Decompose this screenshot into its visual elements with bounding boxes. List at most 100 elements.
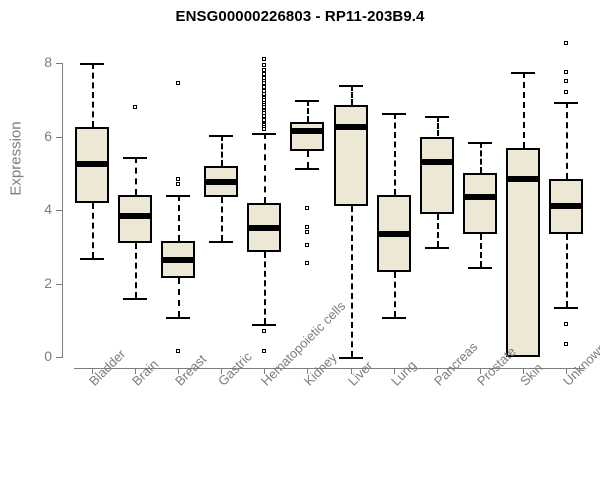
whisker-lower <box>92 202 94 258</box>
outlier-point <box>262 92 267 97</box>
y-axis-tick-label: 2 <box>44 274 52 291</box>
whisker-cap-upper <box>338 85 363 88</box>
median-line <box>549 203 584 210</box>
box-iqr <box>506 147 541 357</box>
median-line <box>74 161 109 168</box>
whisker-cap-lower <box>468 266 493 269</box>
outlier-point <box>175 176 180 181</box>
whisker-upper <box>307 99 309 122</box>
whisker-cap-upper <box>554 101 579 104</box>
median-line <box>247 225 282 232</box>
whisker-cap-upper <box>381 112 406 115</box>
y-axis-tick-label: 6 <box>44 127 52 144</box>
median-line <box>204 179 239 186</box>
median-line <box>463 194 498 201</box>
median-line <box>419 159 454 166</box>
whisker-cap-lower <box>79 257 104 260</box>
outlier-point <box>262 72 267 77</box>
whisker-upper <box>480 142 482 174</box>
x-axis-tick <box>437 368 438 374</box>
whisker-lower <box>221 197 223 242</box>
whisker-cap-upper <box>468 142 493 144</box>
x-axis-tick <box>135 368 136 374</box>
outlier-point <box>175 182 180 187</box>
outlier-point <box>262 127 267 132</box>
box-iqr <box>419 136 454 214</box>
median-line <box>290 127 325 134</box>
outlier-point <box>262 110 267 115</box>
whisker-cap-lower <box>424 246 449 249</box>
outlier-point <box>262 329 267 334</box>
x-axis-tick <box>92 368 93 374</box>
outlier-point <box>175 349 180 354</box>
x-axis-tick <box>351 368 352 374</box>
outlier-point <box>262 57 267 62</box>
outlier-point <box>564 79 569 84</box>
outlier-point <box>262 349 267 354</box>
whisker-cap-upper <box>122 156 147 159</box>
x-axis-tick <box>480 368 481 374</box>
whisker-lower <box>394 272 396 317</box>
whisker-cap-lower <box>209 241 234 244</box>
whisker-lower <box>307 151 309 168</box>
y-axis-tick-label: 4 <box>44 201 52 217</box>
outlier-point <box>564 342 569 347</box>
whisker-cap-lower <box>295 167 320 170</box>
outlier-point <box>564 321 569 326</box>
whisker-cap-upper <box>295 99 320 102</box>
median-line <box>160 256 195 263</box>
median-line <box>376 230 411 237</box>
outlier-point <box>175 81 180 86</box>
whisker-cap-upper <box>209 134 234 137</box>
outlier-point <box>262 97 267 102</box>
whisker-upper <box>221 134 223 166</box>
whisker-cap-lower <box>338 357 363 359</box>
whisker-upper <box>178 195 180 242</box>
whisker-cap-lower <box>381 316 406 319</box>
whisker-cap-lower <box>122 298 147 301</box>
whisker-lower <box>264 252 266 324</box>
x-axis-tick <box>307 368 308 374</box>
x-axis-tick-label-lung: Lung <box>387 357 419 389</box>
outlier-point <box>262 84 267 89</box>
whisker-lower <box>480 233 482 267</box>
outlier-point <box>262 88 267 93</box>
x-axis-tick-label-brain: Brain <box>128 356 161 389</box>
y-axis-label: Expression <box>7 121 25 196</box>
chart-title: ENSG00000226803 - RP11-203B9.4 <box>175 8 425 25</box>
whisker-cap-upper <box>424 116 449 119</box>
x-axis-tick <box>566 368 567 374</box>
outlier-point <box>262 62 267 67</box>
x-axis-line <box>74 368 584 369</box>
median-line <box>506 175 541 182</box>
whisker-upper <box>351 85 353 106</box>
whisker-lower <box>351 206 353 357</box>
whisker-upper <box>92 63 94 128</box>
whisker-upper <box>437 116 439 137</box>
whisker-cap-upper <box>511 72 536 75</box>
outlier-point <box>132 105 137 110</box>
y-axis-tick <box>56 210 62 211</box>
median-line <box>333 124 368 131</box>
y-axis-tick <box>56 137 62 138</box>
x-axis-tick-label-liver: Liver <box>344 358 376 389</box>
outlier-point <box>262 105 267 110</box>
outlier-point <box>305 230 310 235</box>
whisker-upper <box>135 156 137 196</box>
outlier-point <box>564 70 569 75</box>
y-axis-line <box>62 63 63 358</box>
y-axis-tick <box>56 357 62 358</box>
y-axis-tick <box>56 63 62 64</box>
box-iqr <box>463 173 498 234</box>
median-line <box>117 212 152 219</box>
x-axis-tick <box>394 368 395 374</box>
whisker-lower <box>178 277 180 317</box>
outlier-point <box>305 224 310 229</box>
x-axis-tick <box>264 368 265 374</box>
box-iqr <box>333 105 368 207</box>
box-iqr <box>117 195 152 244</box>
outlier-point <box>305 261 310 266</box>
outlier-point <box>262 81 267 86</box>
whisker-lower <box>135 243 137 299</box>
